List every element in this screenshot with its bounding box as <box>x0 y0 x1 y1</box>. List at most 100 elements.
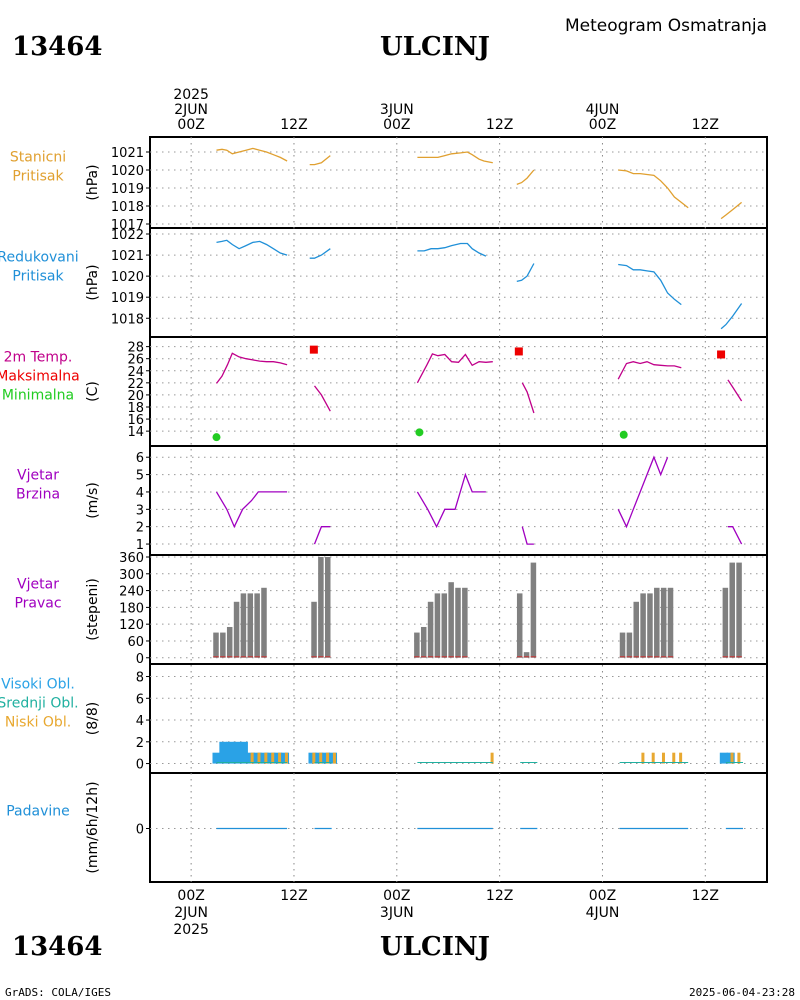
time-label-bottom: 00Z <box>177 888 204 904</box>
tmax-marker <box>514 347 523 356</box>
series-line-segment <box>521 382 535 414</box>
time-label-bottom: 2JUN <box>174 905 208 921</box>
time-label-top: 00Z <box>177 117 204 133</box>
low-cloud-bar <box>284 752 288 764</box>
series-line-segment <box>720 303 743 330</box>
direction-bar <box>414 632 420 658</box>
y-tick-label: 2 <box>136 736 144 751</box>
y-tick-label: 120 <box>119 618 144 633</box>
direction-bar <box>729 562 735 658</box>
high-cloud-bar <box>239 741 248 764</box>
series-line-segment <box>617 455 669 529</box>
unit-label: (8/8) <box>85 702 101 735</box>
direction-bar <box>441 593 448 658</box>
time-label-top: 2025 <box>173 87 209 103</box>
y-tick-label: 1019 <box>111 291 144 306</box>
panel-cloud-cover: Visoki Obl. Srednji Obl. Niski Obl. (8/8) 8 6… <box>0 671 767 773</box>
y-tick-label: 1020 <box>111 270 144 285</box>
series-line-segment <box>516 169 535 186</box>
direction-bar <box>318 557 324 658</box>
high-cloud-bar <box>212 752 221 764</box>
high-cloud-bar <box>233 741 242 764</box>
time-label-bottom: 12Z <box>280 888 307 904</box>
panel-label: Padavine <box>6 804 70 820</box>
panel-label: Redukovani <box>0 250 79 266</box>
direction-bar <box>647 593 653 658</box>
panel-label: Visoki Obl. <box>1 677 75 693</box>
y-tick-label: 20 <box>127 389 144 404</box>
y-tick-label: 1021 <box>111 146 144 161</box>
direction-bar <box>736 562 742 658</box>
y-tick-label: 1017 <box>111 218 144 233</box>
series-line-segment <box>416 353 493 384</box>
series-line-segment <box>215 491 288 529</box>
low-cloud-bar <box>312 752 316 764</box>
station-name-bottom: ULCINJ <box>380 932 490 962</box>
y-tick-label: 26 <box>127 353 144 368</box>
time-label-bottom: 2025 <box>173 922 209 938</box>
y-tick-label: 60 <box>127 635 144 650</box>
time-label-top: 4JUN <box>586 102 620 118</box>
tmin-marker <box>415 428 424 437</box>
y-tick-label: 0 <box>136 823 144 838</box>
series-line-segment <box>309 155 331 166</box>
series-line-segment <box>416 472 486 529</box>
time-label-bottom: 4JUN <box>586 905 620 921</box>
series-line-segment <box>617 361 682 380</box>
panel-label: Pravac <box>14 596 61 612</box>
series-line-segment <box>417 242 487 257</box>
tmin-marker <box>212 433 221 442</box>
y-tick-label: 1018 <box>111 312 144 327</box>
y-tick-label: 5 <box>136 469 144 484</box>
direction-bar <box>722 587 729 658</box>
series-line-segment <box>618 263 682 306</box>
y-tick-label: 1020 <box>111 164 144 179</box>
low-cloud-bar <box>326 752 330 764</box>
high-cloud-bar <box>226 741 235 764</box>
low-cloud-bar <box>737 752 741 764</box>
y-tick-label: 16 <box>127 413 144 428</box>
time-label-top: 3JUN <box>380 102 414 118</box>
direction-bar <box>213 632 219 658</box>
y-tick-label: 4 <box>136 714 144 729</box>
y-tick-label: 18 <box>127 401 144 416</box>
y-tick-label: 1018 <box>111 200 144 215</box>
time-label-top: 12Z <box>486 117 513 133</box>
unit-label: (stepeni) <box>85 578 101 641</box>
y-tick-label: 300 <box>119 568 144 583</box>
panel-label: Pritisak <box>12 169 64 185</box>
direction-bar <box>261 587 267 658</box>
low-cloud-bar <box>332 752 336 764</box>
time-label-top: 00Z <box>589 117 616 133</box>
low-cloud-bar <box>278 752 282 764</box>
panel-label: Brzina <box>16 487 60 503</box>
y-tick-label: 22 <box>127 377 144 392</box>
direction-bar <box>516 593 523 658</box>
station-name-top: ULCINJ <box>380 32 490 62</box>
series-line-segment <box>309 248 331 259</box>
low-cloud-bar <box>250 752 254 764</box>
time-label-bottom: 12Z <box>692 888 719 904</box>
low-cloud-bar <box>264 752 268 764</box>
y-tick-label: 360 <box>119 551 144 566</box>
low-cloud-bar <box>319 752 323 764</box>
y-tick-label: 28 <box>127 341 144 356</box>
panel-label: Pritisak <box>12 269 64 285</box>
series-line-segment <box>727 526 743 545</box>
series-line-segment <box>720 201 743 220</box>
y-tick-label: 4 <box>136 486 144 501</box>
panel-precipitation: Padavine (mm/6h/12h) 0 <box>6 781 767 874</box>
y-tick-label: 24 <box>127 365 144 380</box>
unit-label: (hPa) <box>85 164 101 200</box>
panel-reduced-pressure: Redukovani Pritisak (hPa) 1022 1021 1020 1019 1… <box>0 228 767 330</box>
direction-bar <box>667 587 674 658</box>
direction-bar <box>247 593 254 658</box>
unit-label: (C) <box>85 381 101 402</box>
direction-bar <box>640 593 646 658</box>
unit-label: (mm/6h/12h) <box>85 781 101 873</box>
direction-bar <box>654 587 660 658</box>
y-tick-label: 1021 <box>111 249 144 264</box>
tmax-marker <box>309 345 318 354</box>
